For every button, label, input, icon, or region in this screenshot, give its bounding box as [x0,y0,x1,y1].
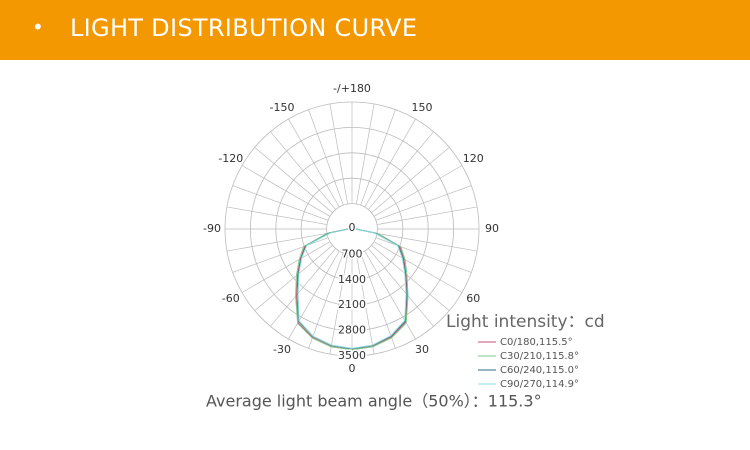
r-tick-label: 2100 [338,298,366,311]
bullet: • [32,15,44,39]
r-tick-label: 700 [342,247,363,260]
theta-tick-label: -30 [273,343,291,356]
theta-tick-label: 150 [412,101,433,114]
theta-tick-label: -90 [203,222,221,235]
grid-circle [249,127,454,331]
r-tick-label: 0 [349,221,356,234]
theta-tick-label: 0 [349,362,356,375]
theta-tick-label: 60 [466,292,480,305]
header: • LIGHT DISTRIBUTION CURVE [0,0,750,60]
theta-tick-label: -150 [270,101,295,114]
legend-label: C30/210,115.8° [500,351,579,362]
theta-tick-label: 90 [485,222,499,235]
legend-label: C60/240,115.0° [500,365,579,376]
chart: Light intensity：cd Average light beam an… [203,82,605,411]
theta-tick-label: -/+180 [333,82,371,95]
grid-circle [224,101,480,357]
header-title: LIGHT DISTRIBUTION CURVE [70,14,418,42]
grid-circle [275,152,429,306]
series-line [297,228,407,349]
r-tick-label: 2800 [338,324,366,337]
grid-circle [326,203,378,255]
note: Average light beam angle（50%）：115.3° [206,392,542,411]
theta-tick-label: 30 [415,343,429,356]
r-tick-label: 1400 [338,273,366,286]
series-line [295,228,409,351]
legend-label: C0/180,115.5° [500,337,573,348]
legend-label: C90/270,114.9° [500,379,579,390]
theta-tick-label: -60 [222,292,240,305]
theta-tick-label: -120 [218,152,243,165]
legend-title: Light intensity：cd [446,312,605,332]
r-tick-label: 3500 [338,349,366,362]
grid-circle [300,177,404,281]
theta-tick-label: 120 [463,152,484,165]
